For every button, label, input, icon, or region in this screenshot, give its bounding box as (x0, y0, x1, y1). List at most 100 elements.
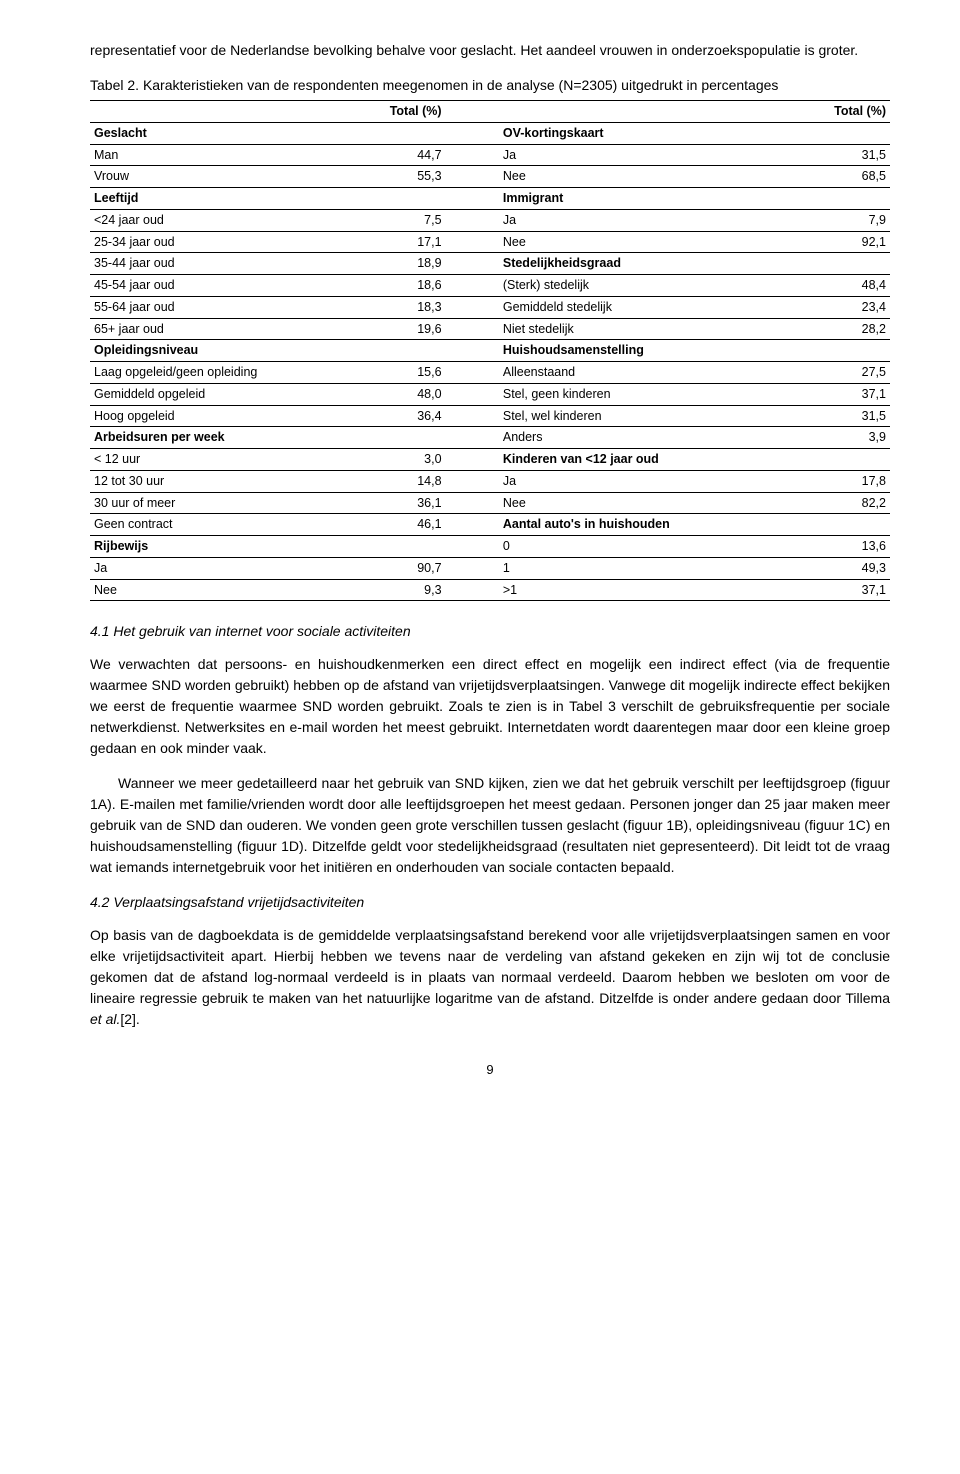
row-value-right: 27,5 (783, 362, 890, 384)
row-label-left: Rijbewijs (90, 536, 357, 558)
row-value-left: 14,8 (357, 470, 446, 492)
row-label-right: Nee (499, 231, 783, 253)
row-value-right (783, 253, 890, 275)
table-row: Gemiddeld opgeleid48,0 Stel, geen kindere… (90, 383, 890, 405)
table-row: OpleidingsniveauHuishoudsamenstelling (90, 340, 890, 362)
row-value-left: 90,7 (357, 557, 446, 579)
table-row: < 12 uur3,0 Kinderen van <12 jaar oud (90, 449, 890, 471)
row-label-right: Nee (499, 166, 783, 188)
row-label-right: Immigrant (499, 188, 783, 210)
table-row: Vrouw55,3 Nee68,5 (90, 166, 890, 188)
table-row: Leeftijd Immigrant (90, 188, 890, 210)
row-label-right: Stel, geen kinderen (499, 383, 783, 405)
table-row: 65+ jaar oud19,6Niet stedelijk28,2 (90, 318, 890, 340)
row-label-right: OV-kortingskaart (499, 122, 783, 144)
row-label-right: Stedelijkheidsgraad (499, 253, 783, 275)
row-value-right: 49,3 (783, 557, 890, 579)
row-label-left: 65+ jaar oud (90, 318, 357, 340)
table-caption-text: Karakteristieken van de respondenten mee… (143, 77, 778, 93)
row-label-right: Huishoudsamenstelling (499, 340, 783, 362)
table-row: Ja90,7 149,3 (90, 557, 890, 579)
header-total-left: Total (%) (357, 101, 446, 123)
row-label-left: < 12 uur (90, 449, 357, 471)
paragraph-4-2: Op basis van de dagboekdata is de gemidd… (90, 925, 890, 1030)
table-row: Nee9,3>137,1 (90, 579, 890, 601)
table-row: 45-54 jaar oud18,6(Sterk) stedelijk48,4 (90, 275, 890, 297)
row-label-right: 1 (499, 557, 783, 579)
row-value-right: 17,8 (783, 470, 890, 492)
row-value-right (783, 122, 890, 144)
table-row: 35-44 jaar oud18,9Stedelijkheidsgraad (90, 253, 890, 275)
p3-citation: et al. (90, 1011, 120, 1027)
row-value-right: 37,1 (783, 579, 890, 601)
row-label-left: 55-64 jaar oud (90, 296, 357, 318)
row-label-right: Niet stedelijk (499, 318, 783, 340)
row-value-right: 31,5 (783, 144, 890, 166)
table-row: Geslacht OV-kortingskaart (90, 122, 890, 144)
row-value-left: 17,1 (357, 231, 446, 253)
paragraph-4-1-a: We verwachten dat persoons- en huishoudk… (90, 654, 890, 759)
row-label-right: Nee (499, 492, 783, 514)
row-label-right: Stel, wel kinderen (499, 405, 783, 427)
row-value-right: 92,1 (783, 231, 890, 253)
row-value-left (357, 188, 446, 210)
row-label-right: 0 (499, 536, 783, 558)
table-row: 30 uur of meer36,1Nee82,2 (90, 492, 890, 514)
intro-paragraph: representatief voor de Nederlandse bevol… (90, 40, 890, 61)
row-value-left: 36,4 (357, 405, 446, 427)
row-label-left: Gemiddeld opgeleid (90, 383, 357, 405)
table-row: 25-34 jaar oud17,1 Nee92,1 (90, 231, 890, 253)
paragraph-4-1-b: Wanneer we meer gedetailleerd naar het g… (90, 773, 890, 878)
row-label-left: Hoog opgeleid (90, 405, 357, 427)
row-value-right (783, 514, 890, 536)
row-label-left: 45-54 jaar oud (90, 275, 357, 297)
row-label-right: (Sterk) stedelijk (499, 275, 783, 297)
section-4-2-title: 4.2 Verplaatsingsafstand vrijetijdsactiv… (90, 892, 890, 913)
row-label-right: Ja (499, 470, 783, 492)
table-row: Laag opgeleid/geen opleiding15,6Alleenst… (90, 362, 890, 384)
row-value-left (357, 122, 446, 144)
row-label-left: Ja (90, 557, 357, 579)
row-value-right: 37,1 (783, 383, 890, 405)
row-label-right: Kinderen van <12 jaar oud (499, 449, 783, 471)
row-value-left: 48,0 (357, 383, 446, 405)
table-caption-prefix: Tabel 2. (90, 77, 143, 93)
row-value-right: 7,9 (783, 209, 890, 231)
row-value-left: 18,6 (357, 275, 446, 297)
section-4-1-title: 4.1 Het gebruik van internet voor social… (90, 621, 890, 642)
row-value-left: 3,0 (357, 449, 446, 471)
row-value-left (357, 340, 446, 362)
row-value-left (357, 427, 446, 449)
row-value-right: 28,2 (783, 318, 890, 340)
row-label-left: 25-34 jaar oud (90, 231, 357, 253)
row-value-right: 31,5 (783, 405, 890, 427)
row-value-left (357, 536, 446, 558)
row-label-left: Vrouw (90, 166, 357, 188)
row-label-right: Ja (499, 144, 783, 166)
row-value-right: 68,5 (783, 166, 890, 188)
table-row: Hoog opgeleid36,4 Stel, wel kinderen31,5 (90, 405, 890, 427)
row-label-left: <24 jaar oud (90, 209, 357, 231)
header-total-right: Total (%) (783, 101, 890, 123)
row-label-left: 12 tot 30 uur (90, 470, 357, 492)
row-value-left: 55,3 (357, 166, 446, 188)
row-value-right (783, 449, 890, 471)
row-label-right: Anders (499, 427, 783, 449)
row-label-right: Ja (499, 209, 783, 231)
p3-text-a: Op basis van de dagboekdata is de gemidd… (90, 927, 890, 1006)
table-row: 12 tot 30 uur14,8 Ja17,8 (90, 470, 890, 492)
row-value-left: 18,3 (357, 296, 446, 318)
p3-text-b: [2]. (120, 1011, 139, 1027)
row-label-left: Arbeidsuren per week (90, 427, 357, 449)
table-header-row: Total (%) Total (%) (90, 101, 890, 123)
row-value-left: 18,9 (357, 253, 446, 275)
row-label-left: Geslacht (90, 122, 357, 144)
characteristics-table: Total (%) Total (%) Geslacht OV-kortingsk… (90, 100, 890, 601)
table-row: Geen contract46,1Aantal auto's in huisho… (90, 514, 890, 536)
page-number: 9 (90, 1060, 890, 1080)
row-value-right: 3,9 (783, 427, 890, 449)
table-row: 55-64 jaar oud18,3Gemiddeld stedelijk23,… (90, 296, 890, 318)
row-value-right (783, 188, 890, 210)
row-label-left: Laag opgeleid/geen opleiding (90, 362, 357, 384)
row-label-left: Leeftijd (90, 188, 357, 210)
